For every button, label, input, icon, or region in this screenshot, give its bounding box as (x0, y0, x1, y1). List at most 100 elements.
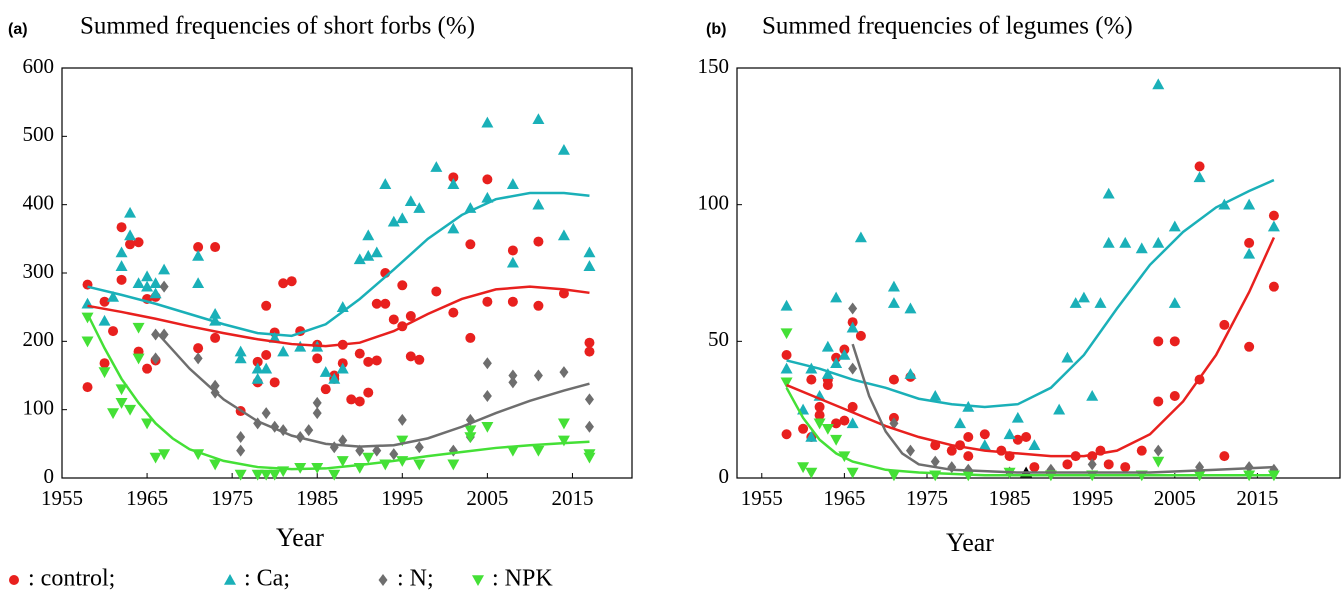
point (142, 363, 153, 374)
point (947, 461, 957, 474)
point (251, 362, 264, 374)
point (236, 431, 246, 443)
point (848, 362, 858, 375)
point (193, 343, 204, 354)
point (1061, 351, 1074, 363)
legend-entry: : Ca; (224, 566, 290, 592)
point (363, 387, 374, 398)
legend-entry: : N; (378, 566, 434, 592)
point (132, 322, 145, 334)
x-axis-label: Year (946, 528, 994, 557)
point (115, 246, 128, 258)
point (482, 174, 493, 185)
point (507, 245, 518, 256)
point (905, 444, 915, 457)
point (508, 376, 518, 389)
point (814, 401, 825, 412)
point (132, 353, 145, 365)
point (99, 358, 110, 369)
point (559, 366, 569, 379)
point (506, 178, 519, 189)
x-tick-label: 1955 (741, 486, 783, 510)
point (889, 417, 899, 430)
panel-label: (b) (706, 21, 726, 38)
point (362, 229, 375, 241)
trend-line (786, 236, 1276, 458)
legend-marker (9, 575, 19, 585)
point (431, 286, 442, 297)
point (234, 345, 247, 357)
point (98, 367, 111, 379)
point (193, 352, 203, 365)
point (397, 413, 407, 426)
point (1119, 236, 1132, 248)
point (821, 424, 834, 435)
point (268, 469, 281, 481)
point (447, 178, 460, 189)
y-tick-label: 50 (708, 327, 729, 351)
point (320, 384, 331, 395)
y-tick-label: 0 (719, 464, 730, 488)
point (141, 280, 154, 292)
point (464, 425, 477, 437)
x-tick-label: 1985 (296, 486, 338, 510)
point (781, 350, 792, 360)
trend-line (786, 178, 1275, 409)
point (1193, 171, 1206, 183)
x-tick-label: 1975 (211, 486, 253, 510)
point (141, 270, 154, 282)
point (1243, 198, 1256, 210)
point (584, 346, 595, 357)
point (583, 452, 596, 464)
point (388, 314, 399, 325)
point (1087, 458, 1097, 471)
point (192, 277, 205, 289)
point (805, 362, 818, 374)
point (159, 280, 169, 293)
point (277, 345, 290, 357)
point (260, 362, 273, 374)
legend-entry: : NPK (472, 566, 553, 592)
legend-entry: : control; (9, 566, 115, 592)
point (151, 352, 161, 365)
plot-frame (736, 67, 1341, 479)
point (930, 455, 940, 468)
point (261, 407, 271, 420)
point (387, 215, 400, 227)
point (1120, 462, 1131, 473)
point (1069, 297, 1082, 308)
point (557, 418, 570, 430)
point (830, 434, 843, 446)
point (780, 328, 793, 340)
point (821, 368, 834, 379)
point (507, 296, 518, 307)
point (99, 296, 110, 307)
point (192, 249, 205, 261)
point (465, 332, 476, 343)
legend-label: : control; (28, 566, 115, 592)
point (371, 298, 382, 309)
y-tick-label: 500 (23, 122, 55, 146)
point (430, 161, 443, 172)
point (98, 314, 111, 326)
point (1086, 390, 1099, 401)
point (405, 351, 416, 362)
point (209, 308, 222, 319)
point (413, 202, 426, 213)
point (1219, 451, 1230, 462)
point (371, 355, 382, 366)
point (115, 398, 128, 409)
point (124, 404, 137, 416)
point (336, 362, 349, 374)
point (506, 445, 519, 457)
chart-title: Summed frequencies of short forbs (%) (80, 13, 475, 40)
point (404, 195, 417, 207)
point (887, 297, 900, 308)
point (124, 229, 137, 241)
point (1077, 291, 1090, 303)
trend-line (154, 330, 590, 448)
x-tick-label: 2015 (551, 486, 593, 510)
point (260, 469, 273, 481)
point (781, 429, 792, 440)
y-tick-label: 0 (44, 464, 55, 488)
